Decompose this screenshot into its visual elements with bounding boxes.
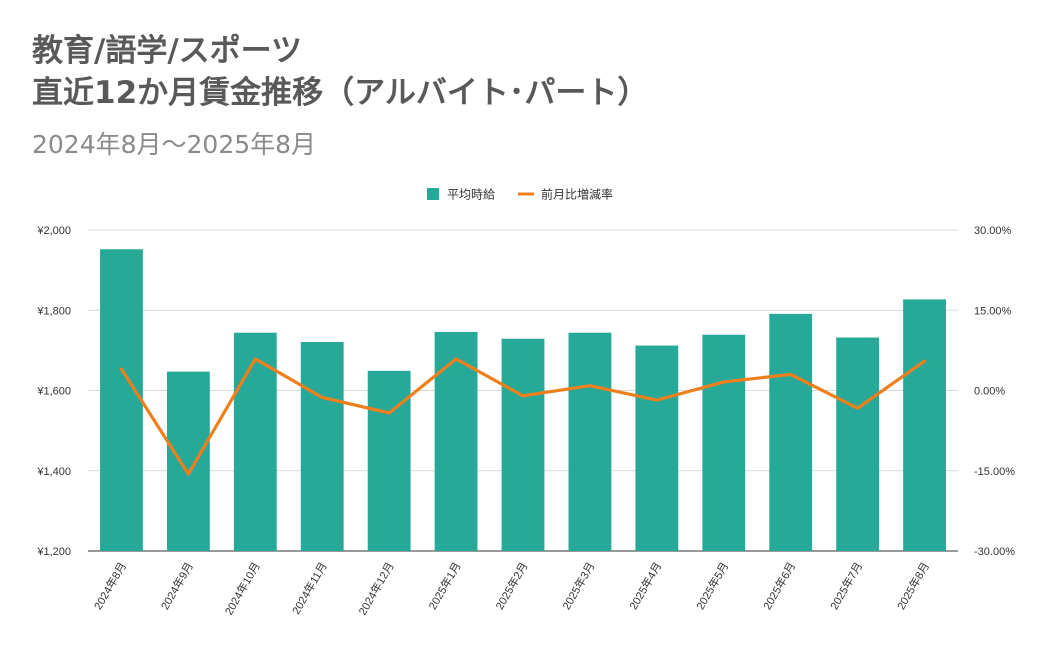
legend-label-bar: 平均時給 — [447, 188, 495, 202]
bar — [233, 332, 277, 551]
chart-title: 教育/語学/スポーツ 直近12か月賃金推移（アルバイト･パート） — [32, 30, 648, 114]
x-tick-label: 2025年5月 — [693, 560, 731, 613]
bar — [434, 331, 478, 551]
bar — [166, 371, 210, 551]
y-right-tick-label: 15.00% — [974, 305, 1012, 317]
y-left-tick-label: ¥1,400 — [36, 466, 71, 478]
rate-line — [119, 357, 927, 476]
chart-title-line1: 教育/語学/スポーツ — [32, 33, 303, 69]
bar — [568, 332, 612, 551]
x-tick-label: 2025年6月 — [760, 560, 798, 613]
x-tick-label: 2025年4月 — [626, 560, 664, 613]
chart-subtitle: 2024年8月～2025年8月 — [32, 130, 317, 159]
x-tick-label: 2024年11月 — [289, 560, 330, 617]
y-left-tick-label: ¥1,600 — [36, 386, 71, 398]
bar — [702, 334, 746, 551]
legend: 平均時給 前月比増減率 — [427, 187, 613, 202]
y-left-tick-label: ¥1,800 — [36, 305, 71, 317]
y-right-tick-label: 30.00% — [974, 225, 1012, 237]
x-tick-label: 2025年3月 — [559, 560, 597, 613]
x-tick-label: 2024年12月 — [355, 560, 396, 618]
x-tick-label: 2025年1月 — [425, 560, 463, 613]
y-right-tick-label: -15.00% — [974, 466, 1015, 478]
chart-title-line2: 直近12か月賃金推移（アルバイト･パート） — [32, 75, 649, 111]
bar — [367, 370, 411, 551]
bar — [635, 345, 679, 551]
bar — [769, 313, 813, 551]
x-tick-label: 2024年8月 — [91, 560, 129, 613]
bar — [501, 338, 545, 551]
bar — [836, 337, 880, 551]
bar — [903, 299, 946, 551]
x-tick-label: 2025年2月 — [492, 560, 530, 613]
y-right-tick-label: 0.00% — [974, 386, 1005, 398]
x-tick-label: 2025年7月 — [827, 560, 865, 613]
x-tick-label: 2024年10月 — [221, 560, 262, 618]
bar — [300, 341, 344, 551]
y-right-tick-label: -30.00% — [974, 546, 1015, 558]
x-tick-label: 2025年8月 — [894, 560, 932, 613]
bar — [100, 249, 143, 551]
legend-swatch-bar — [427, 188, 439, 200]
x-tick-label: 2024年9月 — [158, 560, 196, 613]
bars — [100, 249, 946, 551]
y-left-tick-label: ¥1,200 — [36, 546, 71, 558]
y-left-tick-label: ¥2,000 — [36, 225, 71, 237]
series-line — [119, 357, 927, 476]
legend-label-line: 前月比増減率 — [541, 187, 613, 202]
